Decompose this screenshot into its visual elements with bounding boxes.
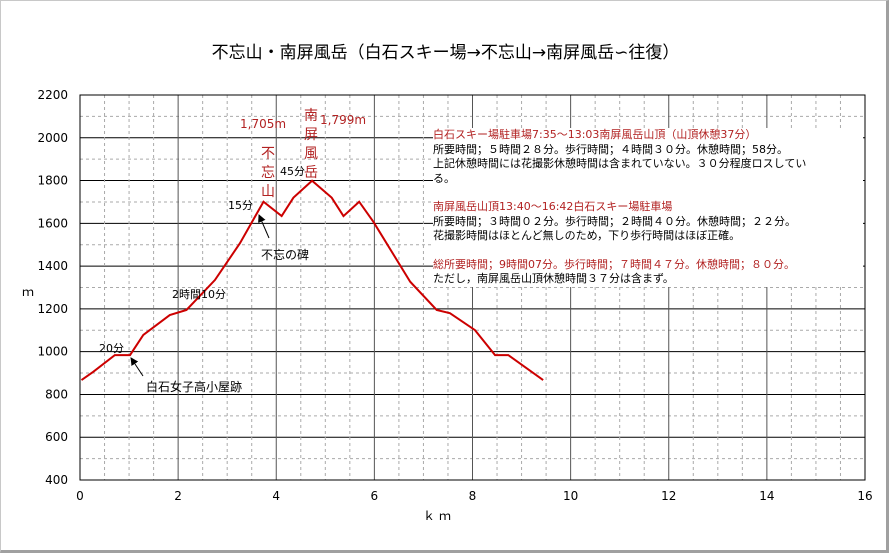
fubou-elevation: 1,705m — [240, 117, 287, 131]
ascent-line-2: 上記休憩時間には花撮影休憩時間は含まれていない。３０分程度ロスしてい — [433, 157, 807, 170]
y-tick-label: 1000 — [37, 345, 68, 359]
x-tick-label: 8 — [469, 489, 477, 503]
x-tick-label: 12 — [661, 489, 676, 503]
chart-title: 不忘山・南屏風岳（白石スキー場→不忘山→南屏風岳∽往復） — [211, 43, 680, 63]
plot-border — [79, 94, 866, 481]
x-tick-label: 2 — [174, 489, 182, 503]
x-tick-label: 16 — [857, 489, 872, 503]
y-tick-label: 1400 — [37, 259, 68, 273]
x-axis-label: ｋｍ — [423, 509, 456, 523]
elevation-line — [80, 179, 544, 381]
y-tick-label: 1200 — [37, 302, 68, 316]
y-tick-label: 2000 — [37, 131, 68, 145]
total-heading: 総所要時間；9時間07分。歩行時間；７時間４７分。休憩時間；８０分。 — [433, 257, 795, 271]
y-tick-label: 600 — [45, 430, 68, 444]
notes-box: 白石スキー場駐車場7:35～13:03南屏風岳山頂（山頂休憩37分） 所要時間；… — [433, 128, 863, 287]
label-15min: 15分 — [228, 199, 253, 212]
arrow-monument — [258, 214, 270, 239]
y-axis-label: ｍ — [22, 285, 35, 299]
fubou-name: 不忘山 — [261, 146, 275, 200]
arrow-hut — [130, 357, 144, 377]
minami-elevation: 1,799m — [320, 113, 367, 127]
label-hut-ruins: 白石女子高小屋跡 — [146, 380, 243, 394]
x-tick-label: 0 — [76, 489, 84, 503]
minami-name: 南屏風岳 — [304, 108, 318, 181]
descent-line-2: 花撮影時間はほとんど無しのため，下り歩行時間はほぼ正確。 — [433, 229, 741, 242]
y-tick-label: 1600 — [37, 216, 68, 230]
y-tick-label: 1800 — [37, 174, 68, 188]
y-tick-label: 400 — [45, 473, 68, 487]
x-tick-label: 6 — [371, 489, 379, 503]
label-45min: 45分 — [280, 165, 305, 178]
label-2h10m: 2時間10分 — [172, 288, 226, 301]
label-20min: 20分 — [99, 342, 124, 355]
y-tick-label: 2200 — [37, 88, 68, 102]
x-tick-label: 4 — [272, 489, 280, 503]
x-tick-label: 14 — [759, 489, 774, 503]
descent-heading: 南屏風岳山頂13:40～16:42白石スキー場駐車場 — [433, 200, 673, 213]
label-monument: 不忘の碑 — [261, 248, 310, 262]
y-tick-label: 800 — [45, 387, 68, 401]
descent-line-1: 所要時間；３時間０２分。歩行時間；２時間４０分。休憩時間；２２分。 — [433, 214, 796, 228]
ascent-line-3: る。 — [433, 171, 455, 185]
x-tick-label: 10 — [563, 489, 578, 503]
ascent-heading: 白石スキー場駐車場7:35～13:03南屏風岳山頂（山頂休憩37分） — [433, 128, 757, 141]
ascent-line-1: 所要時間；５時間２８分。歩行時間；４時間３０分。休憩時間；58分。 — [433, 142, 788, 156]
total-line-1: ただし，南屏風岳山頂休憩時間３７分は含まず。 — [433, 272, 674, 285]
